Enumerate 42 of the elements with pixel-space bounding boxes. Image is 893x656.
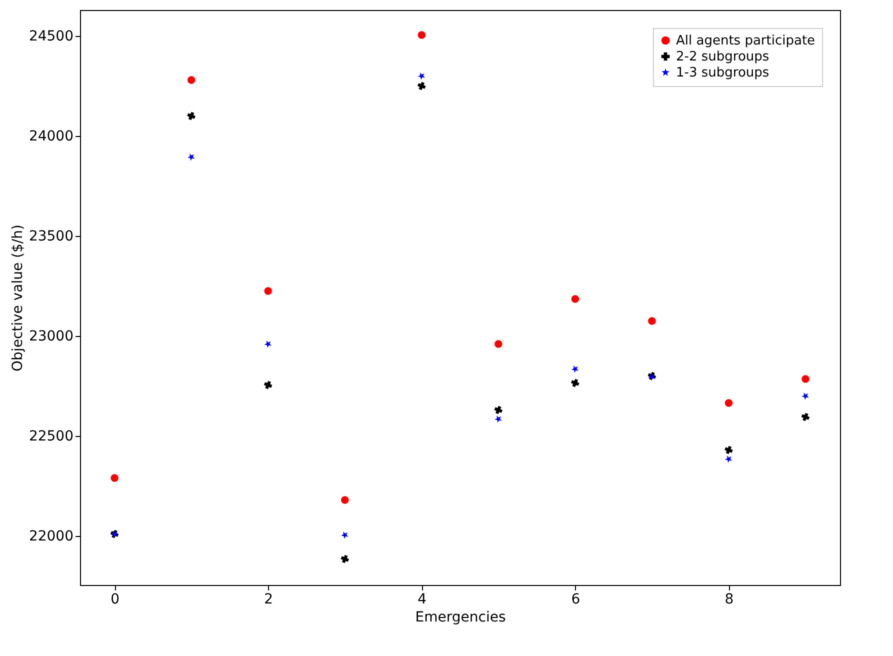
legend-label: 1-3 subgroups — [676, 66, 770, 80]
point — [187, 154, 195, 161]
point — [571, 366, 579, 373]
point — [802, 375, 810, 383]
x-tick-label: 2 — [264, 592, 274, 608]
point — [418, 31, 426, 39]
point — [494, 340, 502, 348]
point — [570, 378, 580, 388]
y-axis-title: Objective value ($/h) — [10, 224, 26, 372]
point — [571, 295, 580, 303]
point — [648, 317, 656, 325]
point — [187, 112, 196, 120]
point — [264, 380, 272, 390]
point — [802, 392, 809, 400]
point — [801, 412, 810, 422]
legend-label: All agents participate — [676, 34, 816, 48]
point — [110, 474, 118, 482]
point — [341, 532, 348, 539]
point — [264, 340, 272, 348]
y-tick-label: 23500 — [28, 228, 74, 244]
point — [494, 416, 502, 423]
y-tick-label: 22000 — [28, 528, 74, 544]
x-tick-label: 8 — [724, 592, 734, 608]
y-tick-label: 24500 — [28, 28, 74, 44]
point — [724, 399, 733, 407]
x-tick-label: 6 — [571, 592, 580, 608]
y-tick-label: 22500 — [28, 428, 74, 444]
point — [340, 554, 350, 564]
point — [340, 496, 349, 504]
legend-label: 2-2 subgroups — [676, 50, 770, 64]
point — [494, 406, 503, 414]
point — [724, 446, 733, 454]
point — [724, 456, 732, 463]
x-tick-label: 4 — [418, 592, 427, 608]
x-axis-title: Emergencies — [415, 610, 506, 626]
x-tick-label: 0 — [110, 592, 120, 608]
y-tick-label: 24000 — [28, 128, 74, 144]
point — [264, 287, 272, 295]
point — [418, 72, 426, 80]
point — [187, 76, 196, 84]
point — [417, 82, 426, 90]
y-tick-label: 23000 — [28, 328, 74, 344]
